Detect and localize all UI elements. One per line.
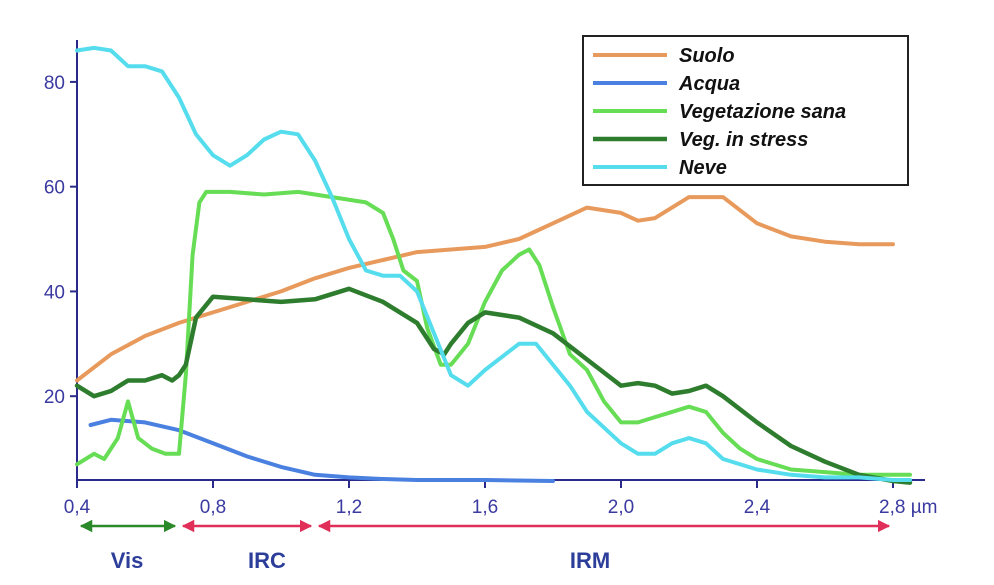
band-label-irm: IRM xyxy=(570,548,610,573)
axes: 20 40 60 80 0,4 0,8 1,2 1,6 2,0 2,4 2,8 µm xyxy=(44,40,937,518)
series-line-veg-in-stress xyxy=(74,286,913,485)
band-label-irc: IRC xyxy=(248,548,286,573)
series-lines xyxy=(74,45,913,485)
series-line-acqua xyxy=(88,417,555,483)
x-tick-label: 2,8 µm xyxy=(879,497,937,518)
legend-label-vegetazione-sana: Vegetazione sana xyxy=(679,101,846,123)
x-tick-label: 1,2 xyxy=(336,497,362,518)
x-tick-label: 2,0 xyxy=(608,497,634,518)
series-line-vegetazione-sana xyxy=(75,189,912,477)
x-tick-label: 1,6 xyxy=(472,497,498,518)
spectral-bands: Vis IRC IRM xyxy=(79,519,891,573)
x-tick-label: 2,4 xyxy=(744,497,771,518)
series-line-suolo xyxy=(75,195,895,383)
y-tick-label: 20 xyxy=(44,387,65,408)
x-tick-label: 0,4 xyxy=(64,497,91,518)
legend-label-acqua: Acqua xyxy=(678,73,740,95)
y-tick-label: 80 xyxy=(44,73,65,94)
legend-label-neve: Neve xyxy=(679,157,727,179)
y-tick-label: 40 xyxy=(44,282,65,303)
legend-label-suolo: Suolo xyxy=(679,45,735,67)
x-tick-label: 0,8 xyxy=(200,497,226,518)
series-line-neve xyxy=(75,45,912,482)
band-label-vis: Vis xyxy=(111,548,144,573)
y-tick-label: 60 xyxy=(44,178,65,199)
legend-label-veg-in-stress: Veg. in stress xyxy=(679,129,808,151)
legend: Suolo Acqua Vegetazione sana Veg. in stress… xyxy=(582,35,909,186)
